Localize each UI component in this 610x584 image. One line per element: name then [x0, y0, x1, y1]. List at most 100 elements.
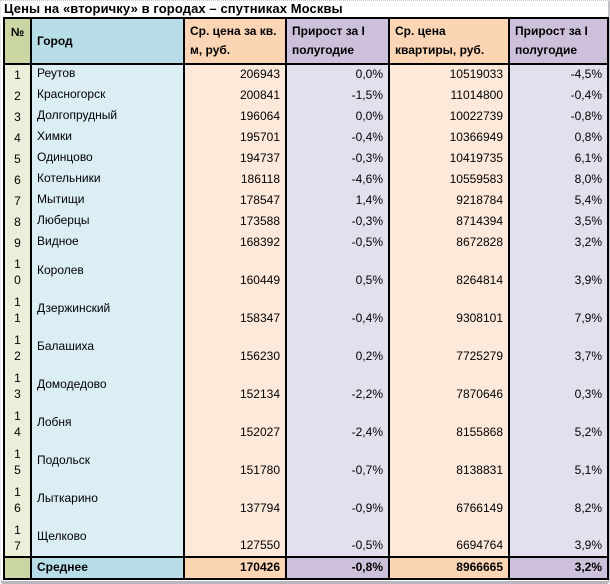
growth-h1-m2-cell: -0,7%: [285, 443, 389, 481]
city-cell: Мытищи: [30, 190, 184, 211]
header-row: № Город Ср. цена за кв. м, руб. Прирост …: [3, 18, 608, 65]
growth-h1-m2-cell: -2,2%: [285, 367, 389, 405]
col-header-city: Город: [30, 18, 184, 65]
row-number: 7: [14, 193, 21, 208]
table-row: 10 Королев 160449 0,5% 8264814 3,9%: [3, 253, 608, 291]
city-cell: Щелково: [30, 519, 184, 557]
city-cell: Химки: [30, 127, 184, 148]
flat-price-cell: 8138831: [388, 443, 509, 481]
flat-price-cell: 6694764: [388, 519, 509, 557]
flat-price-cell: 10559583: [388, 169, 509, 190]
city-cell: Одинцово: [30, 148, 184, 169]
price-table: № Город Ср. цена за кв. м, руб. Прирост …: [3, 17, 609, 580]
city-cell: Котельники: [30, 169, 184, 190]
growth-h1-flat-cell: 3,9%: [508, 253, 608, 291]
table-row: 9 Видное 168392 -0,5% 8672828 3,2%: [3, 232, 608, 253]
summary-label-cell: Среднее: [30, 556, 184, 579]
row-number-cell: 15: [3, 443, 31, 481]
row-number: 3: [14, 109, 21, 124]
row-number: 13: [14, 371, 21, 401]
row-number-cell: 13: [3, 367, 31, 405]
row-number: 6: [14, 172, 21, 187]
row-number: 1: [14, 68, 21, 82]
flat-price-cell: 8155868: [388, 405, 509, 443]
row-number: 11: [14, 295, 21, 325]
col-header-growth-h1-flat: Прирост за I полугодие: [508, 18, 608, 65]
row-number-cell: 5: [3, 148, 31, 169]
table-header: № Город Ср. цена за кв. м, руб. Прирост …: [3, 18, 608, 65]
price-per-m2-cell: 156230: [183, 329, 286, 367]
price-per-m2-cell: 194737: [183, 148, 286, 169]
growth-h1-m2-cell: 1,4%: [285, 190, 389, 211]
city-cell: Домодедово: [30, 367, 184, 405]
table-row: 11 Дзержинский 158347 -0,4% 9308101 7,9%: [3, 291, 608, 329]
growth-h1-m2-cell: 0,2%: [285, 329, 389, 367]
row-number-cell: 14: [3, 405, 31, 443]
growth-h1-m2-cell: -1,5%: [285, 85, 389, 106]
price-per-m2-cell: 195701: [183, 127, 286, 148]
price-per-m2-cell: 206943: [183, 64, 286, 85]
flat-price-cell: 8264814: [388, 253, 509, 291]
growth-h1-m2-cell: 0,5%: [285, 253, 389, 291]
growth-h1-flat-cell: -0,8%: [508, 106, 608, 127]
growth-h1-flat-cell: 3,9%: [508, 519, 608, 557]
table-row: 15 Подольск 151780 -0,7% 8138831 5,1%: [3, 443, 608, 481]
row-number-cell: 12: [3, 329, 31, 367]
table-row: 5 Одинцово 194737 -0,3% 10419735 6,1%: [3, 148, 608, 169]
row-number-cell: 2: [3, 85, 31, 106]
col-header-growth-h1-m2: Прирост за I полугодие: [285, 18, 389, 65]
row-number-cell: 6: [3, 169, 31, 190]
price-per-m2-cell: 127550: [183, 519, 286, 557]
price-per-m2-cell: 196064: [183, 106, 286, 127]
flat-price-cell: 10366949: [388, 127, 509, 148]
flat-price-cell: 7870646: [388, 367, 509, 405]
col-header-flat-price: Ср. цена квартиры, руб.: [388, 18, 509, 65]
page-title: Цены на «вторичку» в городах – спутниках…: [4, 1, 343, 16]
growth-h1-flat-cell: 8,2%: [508, 481, 608, 519]
growth-h1-m2-cell: -0,9%: [285, 481, 389, 519]
growth-h1-flat-cell: 0,3%: [508, 367, 608, 405]
price-per-m2-cell: 160449: [183, 253, 286, 291]
growth-h1-m2-cell: -2,4%: [285, 405, 389, 443]
price-per-m2-cell: 200841: [183, 85, 286, 106]
row-number: 8: [14, 214, 21, 229]
city-cell: Подольск: [30, 443, 184, 481]
row-number-cell: 17: [3, 519, 31, 557]
table-row: 3 Долгопрудный 196064 0,0% 10022739 -0,8…: [3, 106, 608, 127]
table-row: 2 Красногорск 200841 -1,5% 11014800 -0,4…: [3, 85, 608, 106]
growth-h1-m2-cell: 0,0%: [285, 106, 389, 127]
row-number-cell: 7: [3, 190, 31, 211]
table-row: 13 Домодедово 152134 -2,2% 7870646 0,3%: [3, 367, 608, 405]
city-cell: Реутов: [30, 64, 184, 85]
row-number-cell: 9: [3, 232, 31, 253]
growth-h1-m2-cell: 0,0%: [285, 64, 389, 85]
city-cell: Долгопрудный: [30, 106, 184, 127]
growth-h1-m2-cell: -0,3%: [285, 211, 389, 232]
price-per-m2-cell: 168392: [183, 232, 286, 253]
row-number: 12: [14, 333, 21, 363]
city-cell: Королев: [30, 253, 184, 291]
growth-h1-m2-cell: -0,4%: [285, 127, 389, 148]
growth-h1-m2-cell: -4,6%: [285, 169, 389, 190]
summary-growth-h1-flat-cell: 3,2%: [508, 556, 608, 579]
row-number: 5: [14, 151, 21, 166]
row-number: 17: [14, 522, 21, 553]
col-header-num: №: [3, 18, 31, 65]
table-row: 7 Мытищи 178547 1,4% 9218784 5,4%: [3, 190, 608, 211]
row-number-cell: 1: [3, 64, 31, 85]
table-row: 4 Химки 195701 -0,4% 10366949 0,8%: [3, 127, 608, 148]
flat-price-cell: 8672828: [388, 232, 509, 253]
city-cell: Балашиха: [30, 329, 184, 367]
summary-flat-price-cell: 8966665: [388, 556, 509, 579]
summary-growth-h1-m2-cell: -0,8%: [285, 556, 389, 579]
row-number: 9: [14, 235, 21, 250]
flat-price-cell: 10519033: [388, 64, 509, 85]
summary-row: Среднее 170426 -0,8% 8966665 3,2%: [3, 556, 608, 579]
row-number: 4: [14, 130, 21, 145]
growth-h1-flat-cell: -4,5%: [508, 64, 608, 85]
price-per-m2-cell: 151780: [183, 443, 286, 481]
price-per-m2-cell: 152134: [183, 367, 286, 405]
city-cell: Видное: [30, 232, 184, 253]
table-row: 8 Люберцы 173588 -0,3% 8714394 3,5%: [3, 211, 608, 232]
table-row: 6 Котельники 186118 -4,6% 10559583 8,0%: [3, 169, 608, 190]
